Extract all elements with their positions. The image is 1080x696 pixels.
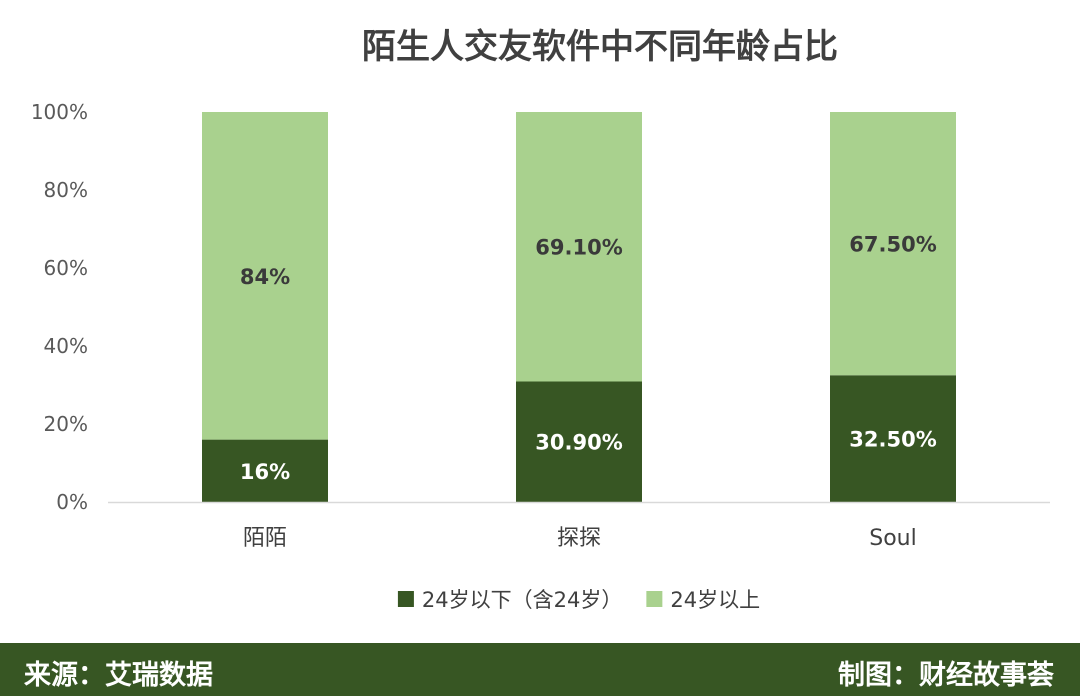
legend-swatch [397, 591, 414, 607]
x-category-label: Soul [869, 526, 916, 551]
data-label: 30.90% [535, 431, 622, 455]
data-label: 69.10% [535, 236, 622, 260]
y-tick-label: 40% [44, 334, 88, 358]
credit-text: 制图：财经故事荟 [838, 660, 1054, 691]
bar-segment [516, 112, 642, 382]
y-tick-label: 20% [44, 412, 88, 436]
x-category-label: 探探 [557, 526, 601, 551]
data-label: 16% [240, 460, 290, 484]
y-axis: 0% 20% 40% 60% 80% 100% [31, 100, 88, 514]
x-axis: 陌陌 探探 Soul [108, 501, 1050, 551]
chart-title: 陌生人交友软件中不同年龄占比 [362, 27, 838, 67]
y-tick-label: 0% [56, 490, 88, 514]
bar-segment [202, 112, 328, 440]
legend-item: 24岁以下（含24岁） [397, 588, 622, 612]
footer-bar: 来源：艾瑞数据 制图：财经故事荟 [0, 643, 1080, 696]
bars-group: 16% 84% 30.90% 69.10% 32.50% 67.50% [202, 112, 956, 502]
bar-segment [830, 375, 956, 502]
legend-label: 24岁以上 [670, 588, 760, 612]
data-label: 67.50% [849, 233, 936, 257]
stacked-bar-chart: 陌生人交友软件中不同年龄占比 0% 20% 40% 60% 80% 100% 16% 84%… [31, 27, 1050, 612]
y-tick-label: 60% [44, 256, 88, 280]
source-text: 来源：艾瑞数据 [24, 660, 213, 691]
legend-item: 24岁以上 [646, 588, 760, 612]
x-category-label: 陌陌 [243, 526, 287, 551]
bar-segment [202, 439, 328, 502]
data-label: 84% [240, 265, 290, 289]
data-label: 32.50% [849, 428, 936, 452]
legend-swatch [646, 591, 663, 607]
legend: 24岁以下（含24岁） 24岁以上 [397, 588, 760, 612]
y-tick-label: 80% [44, 178, 88, 202]
legend-label: 24岁以下（含24岁） [422, 588, 622, 612]
y-tick-label: 100% [31, 100, 88, 124]
bar-segment [516, 381, 642, 502]
bar-segment [830, 112, 956, 376]
